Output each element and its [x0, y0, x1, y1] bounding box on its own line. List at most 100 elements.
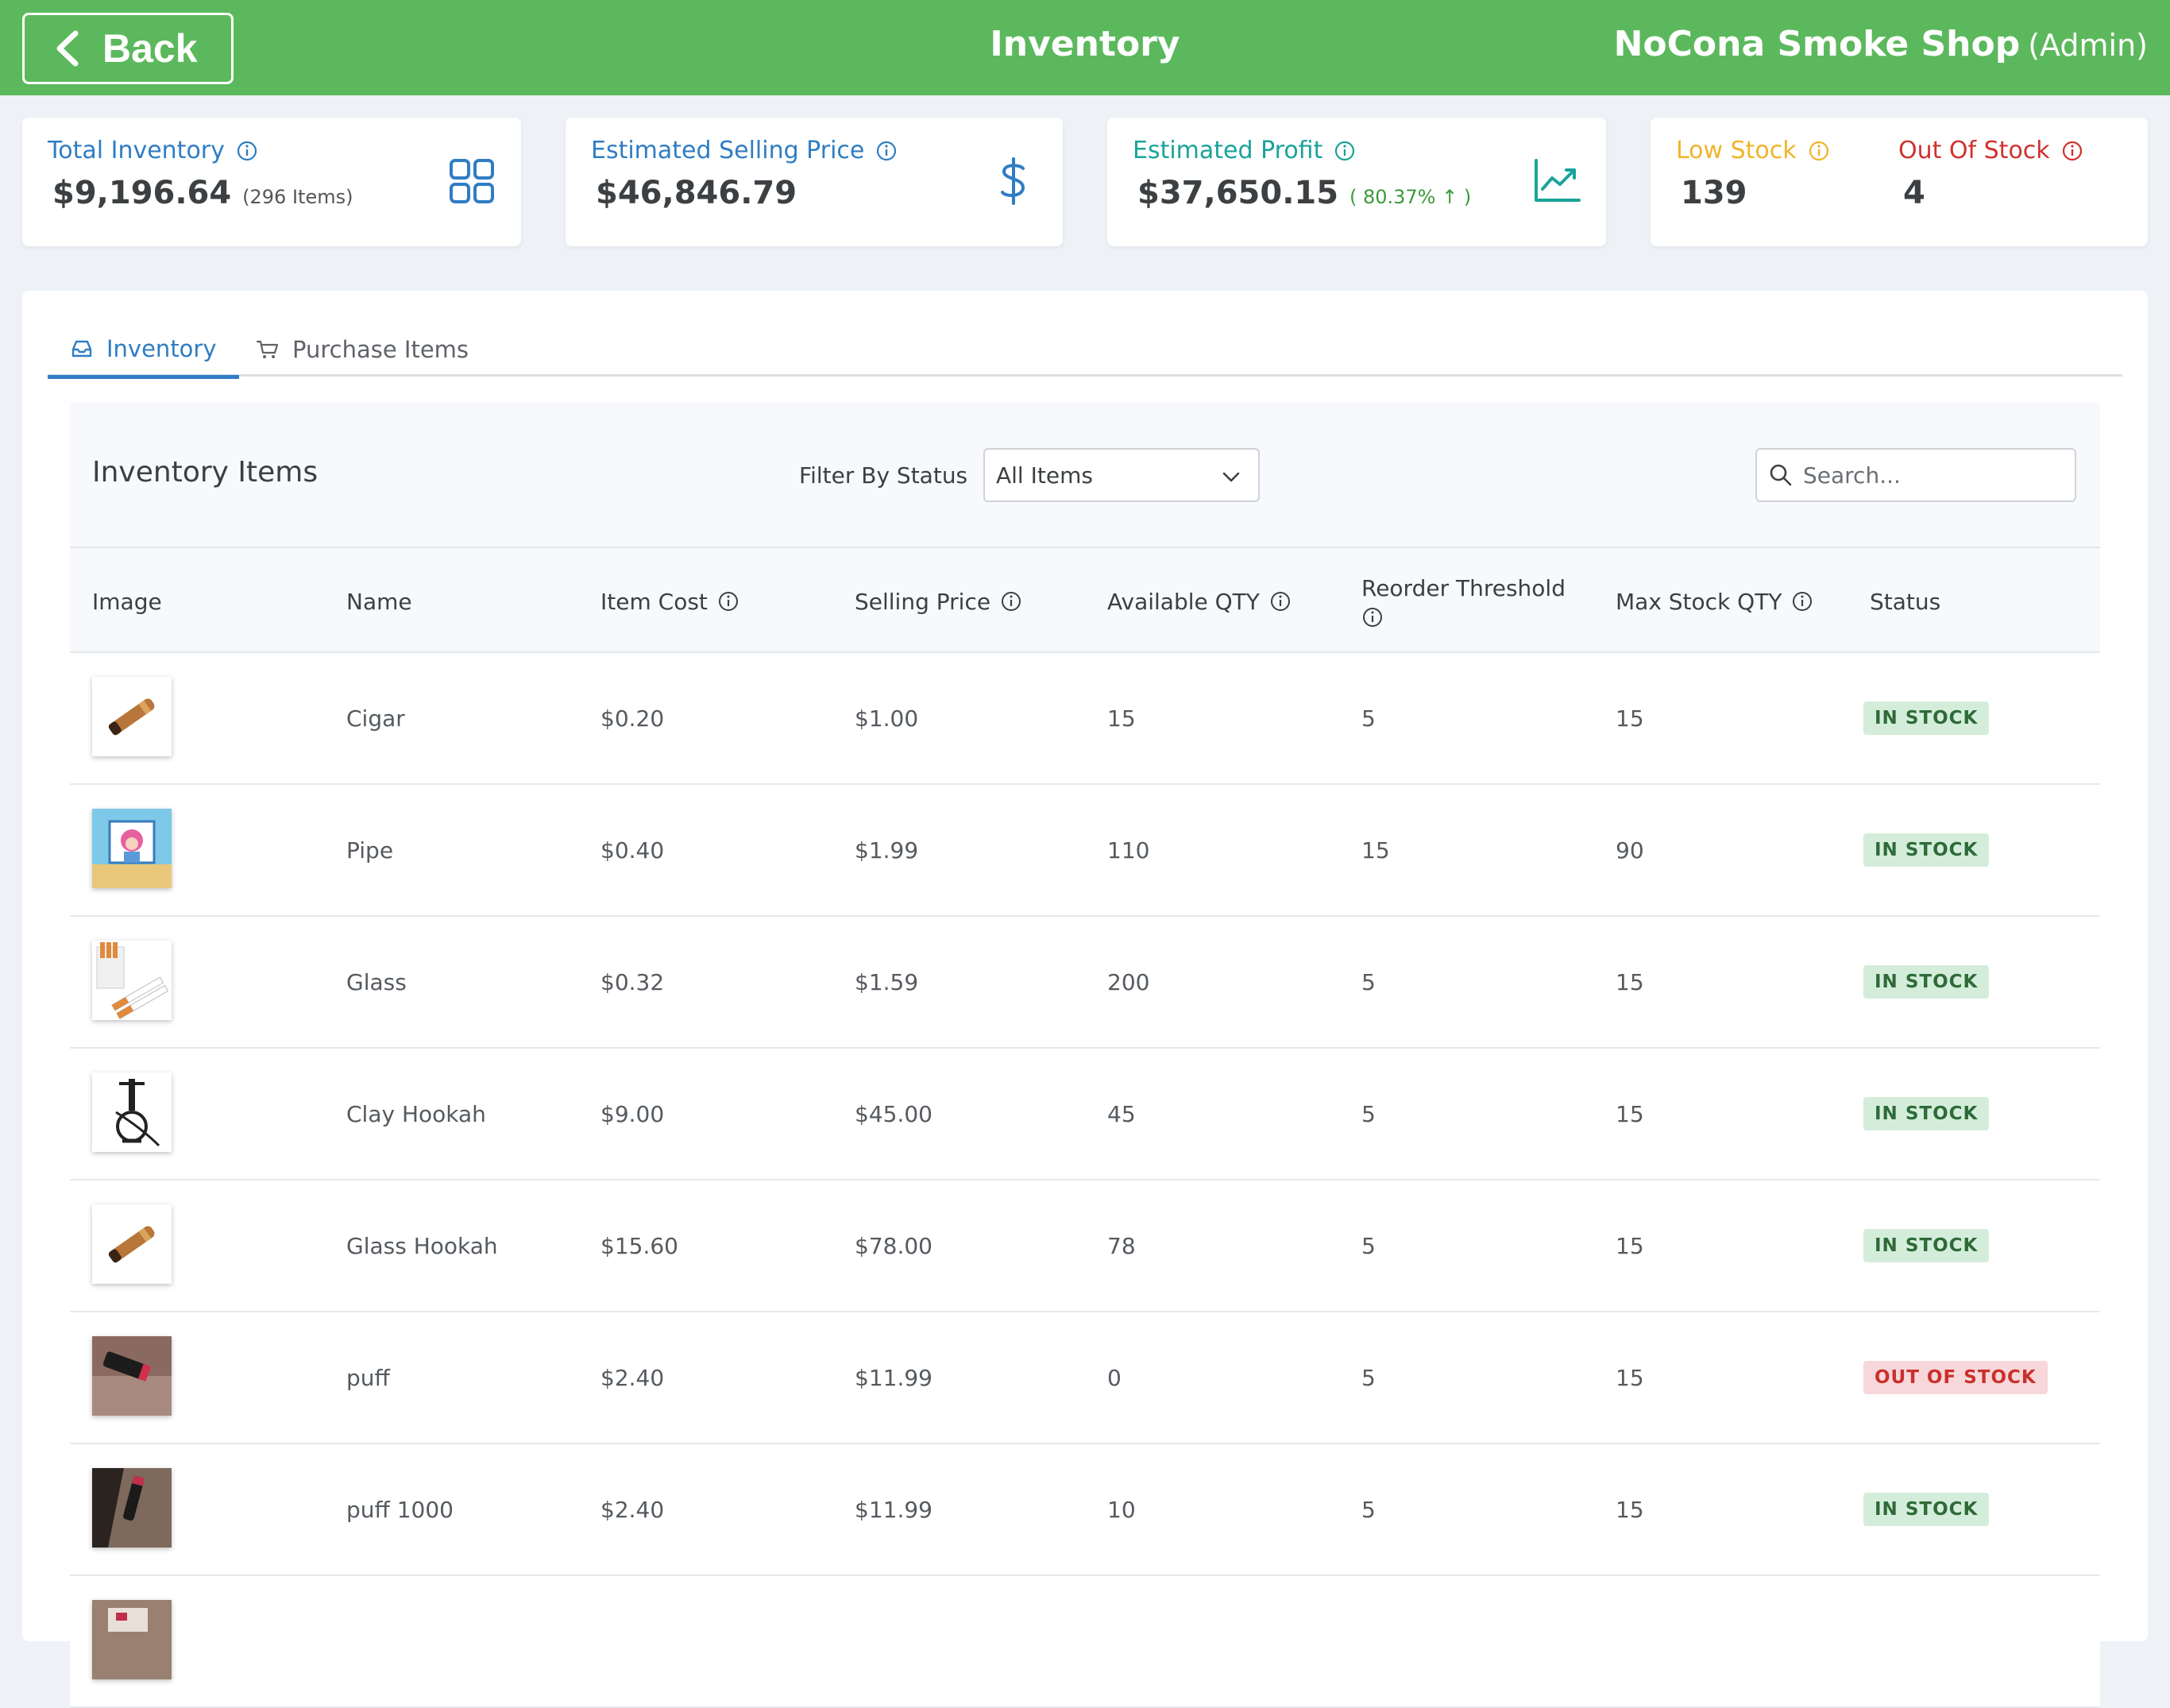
- low-stock-label-row: Low Stock: [1676, 137, 1830, 164]
- item-cost: $0.32: [600, 968, 665, 995]
- selling-price-value: $46,846.79: [596, 175, 797, 211]
- col-image-label: Image: [92, 588, 162, 615]
- chevron-down-icon: [1222, 472, 1240, 482]
- product-thumbnail: [92, 809, 172, 888]
- chevron-left-icon: [56, 30, 79, 67]
- item-cost: $9.00: [600, 1100, 665, 1127]
- info-icon[interactable]: [236, 140, 258, 162]
- col-selling-price: Selling Price: [855, 548, 1022, 655]
- selling-price: $11.99: [855, 1364, 932, 1391]
- profit-label-row: Estimated Profit: [1133, 137, 1356, 164]
- info-icon[interactable]: [1269, 590, 1292, 612]
- col-item-cost: Item Cost: [600, 548, 739, 655]
- out-of-stock-label-row: Out Of Stock: [1898, 137, 2083, 164]
- out-of-stock-value: 4: [1903, 175, 1925, 211]
- reorder-threshold: 5: [1361, 1100, 1376, 1127]
- available-qty: 45: [1107, 1100, 1136, 1127]
- col-item-cost-label: Item Cost: [600, 588, 708, 615]
- status-badge: IN STOCK: [1863, 1229, 1990, 1262]
- max-stock-qty: 15: [1616, 1232, 1644, 1259]
- table-row[interactable]: puff $2.40 $11.99 0 5 15 OUT OF STOCK: [70, 1312, 2100, 1444]
- back-button[interactable]: Back: [22, 13, 234, 84]
- info-icon[interactable]: [875, 140, 898, 162]
- item-cost: $15.60: [600, 1232, 678, 1259]
- item-cost: $2.40: [600, 1496, 665, 1523]
- profit-value: $37,650.15 ( 80.37% ↑ ): [1137, 175, 1471, 211]
- product-image: [92, 1600, 172, 1679]
- inventory-panel: Inventory Purchase Items Inventory Items…: [22, 291, 2148, 1708]
- info-icon[interactable]: [1334, 140, 1356, 162]
- total-inventory-card: Total Inventory $9,196.64 (296 Items): [22, 118, 521, 246]
- selling-price: $78.00: [855, 1232, 932, 1259]
- top-bar: Back Inventory NoCona Smoke Shop (Admin): [0, 0, 2170, 95]
- info-icon[interactable]: [1361, 606, 1384, 628]
- max-stock-qty: 15: [1616, 1364, 1644, 1391]
- info-icon[interactable]: [717, 590, 739, 612]
- trending-up-chart-icon: [1535, 159, 1581, 202]
- product-thumbnail: [92, 1600, 172, 1679]
- table-row[interactable]: [70, 1576, 2100, 1708]
- available-qty: 78: [1107, 1232, 1136, 1259]
- out-of-stock-label: Out Of Stock: [1898, 137, 2050, 164]
- status-cell: IN STOCK: [1863, 917, 1990, 1047]
- table-row[interactable]: Glass Hookah $15.60 $78.00 78 5 15 IN ST…: [70, 1181, 2100, 1312]
- cigarettes-image: [92, 941, 172, 1020]
- col-available-qty-label: Available QTY: [1107, 588, 1260, 615]
- col-selling-price-label: Selling Price: [855, 588, 991, 615]
- info-icon[interactable]: [1791, 590, 1813, 612]
- item-cost: $2.40: [600, 1364, 665, 1391]
- col-image: Image: [92, 548, 162, 655]
- max-stock-qty: 90: [1616, 837, 1644, 864]
- profit-label: Estimated Profit: [1133, 137, 1323, 164]
- selling-price: $1.99: [855, 837, 919, 864]
- selling-price: $1.00: [855, 705, 919, 732]
- profit-percent: ( 80.37% ↑ ): [1349, 186, 1472, 208]
- table-row[interactable]: Clay Hookah $9.00 $45.00 45 5 15 IN STOC…: [70, 1049, 2100, 1181]
- item-name: puff: [346, 1364, 390, 1391]
- table-body: Cigar $0.20 $1.00 15 5 15 IN STOCK: [70, 653, 2100, 1708]
- total-inventory-label-row: Total Inventory: [48, 137, 258, 164]
- item-cost: $0.20: [600, 705, 665, 732]
- reorder-threshold: 5: [1361, 1364, 1376, 1391]
- reorder-threshold: 5: [1361, 705, 1376, 732]
- table-row[interactable]: Pipe $0.40 $1.99 110 15 90 IN STOCK: [70, 785, 2100, 917]
- available-qty: 0: [1107, 1364, 1122, 1391]
- estimated-profit-card: Estimated Profit $37,650.15 ( 80.37% ↑ ): [1107, 118, 1606, 246]
- status-filter-value: All Items: [996, 462, 1093, 489]
- reorder-threshold: 15: [1361, 837, 1390, 864]
- product-thumbnail: [92, 1072, 172, 1152]
- col-reorder-threshold: Reorder Threshold: [1361, 548, 1566, 655]
- info-icon[interactable]: [1808, 140, 1830, 162]
- estimated-selling-price-card: Estimated Selling Price $46,846.79: [566, 118, 1063, 246]
- section-title: Inventory Items: [92, 456, 319, 489]
- inventory-table-section: Inventory Items Filter By Status All Ite…: [70, 402, 2100, 1708]
- info-icon[interactable]: [1000, 590, 1022, 612]
- selling-price: $1.59: [855, 968, 919, 995]
- page-title: Inventory: [990, 24, 1180, 64]
- col-name-label: Name: [346, 588, 412, 615]
- tab-purchase-items-label: Purchase Items: [292, 336, 469, 363]
- status-cell: IN STOCK: [1863, 785, 1990, 915]
- search-input[interactable]: [1803, 462, 2057, 489]
- tab-inventory[interactable]: Inventory: [48, 323, 239, 379]
- max-stock-qty: 15: [1616, 1100, 1644, 1127]
- tab-purchase-items[interactable]: Purchase Items: [234, 323, 491, 377]
- dollar-icon: [1001, 157, 1025, 205]
- vape-dark-image: [92, 1468, 172, 1548]
- info-icon[interactable]: [2061, 140, 2083, 162]
- table-row[interactable]: Glass $0.32 $1.59 200 5 15 IN STOCK: [70, 917, 2100, 1049]
- status-filter-select[interactable]: All Items: [983, 448, 1260, 502]
- status-cell: IN STOCK: [1863, 653, 1990, 783]
- profit-amount: $37,650.15: [1137, 175, 1339, 211]
- reorder-threshold: 5: [1361, 968, 1376, 995]
- status-cell: OUT OF STOCK: [1863, 1312, 2048, 1443]
- status-cell: IN STOCK: [1863, 1444, 1990, 1575]
- table-row[interactable]: Cigar $0.20 $1.00 15 5 15 IN STOCK: [70, 653, 2100, 785]
- selling-price-label: Estimated Selling Price: [591, 137, 865, 164]
- search-box[interactable]: [1755, 448, 2076, 502]
- item-cost: $0.40: [600, 837, 665, 864]
- table-row[interactable]: puff 1000 $2.40 $11.99 10 5 15 IN STOCK: [70, 1444, 2100, 1576]
- status-badge: OUT OF STOCK: [1863, 1361, 2048, 1394]
- status-badge: IN STOCK: [1863, 1493, 1990, 1526]
- selling-price-label-row: Estimated Selling Price: [591, 137, 898, 164]
